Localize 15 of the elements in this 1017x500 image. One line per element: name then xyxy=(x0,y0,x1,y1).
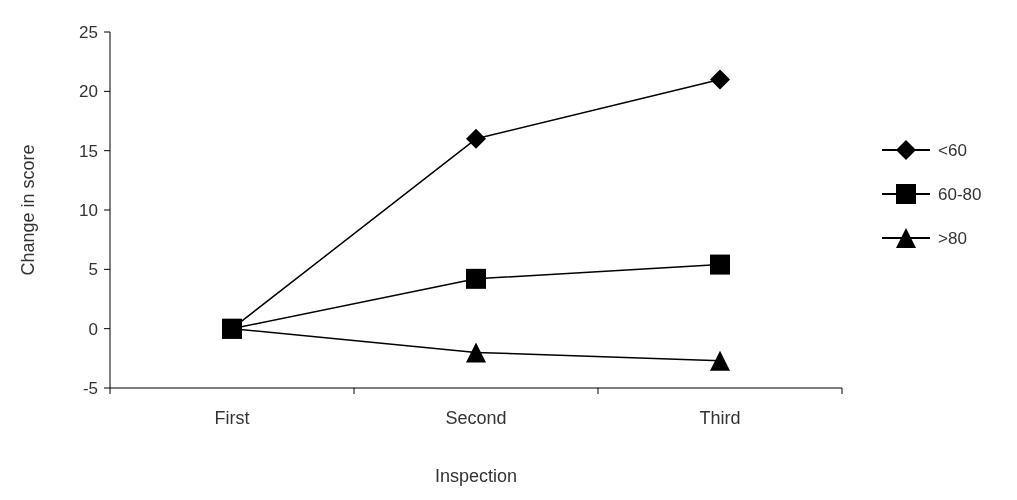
x-axis-title: Inspection xyxy=(434,466,518,486)
x-tick-label: Third xyxy=(699,408,741,428)
y-tick-label: 25 xyxy=(79,22,98,42)
x-tick-label: First xyxy=(214,408,250,428)
y-tick-label: 5 xyxy=(88,260,98,280)
x-tick-label: Second xyxy=(445,408,507,428)
legend-label: <60 xyxy=(938,140,967,160)
legend-label: 60-80 xyxy=(938,184,982,204)
y-tick-label: -5 xyxy=(82,378,98,398)
y-tick-label: 0 xyxy=(88,319,98,339)
y-axis-title: Change in score xyxy=(18,144,38,276)
y-tick-label: 20 xyxy=(79,82,98,102)
legend-label: >80 xyxy=(938,228,967,248)
y-tick-label: 10 xyxy=(79,200,98,220)
y-tick-label: 15 xyxy=(79,141,98,161)
